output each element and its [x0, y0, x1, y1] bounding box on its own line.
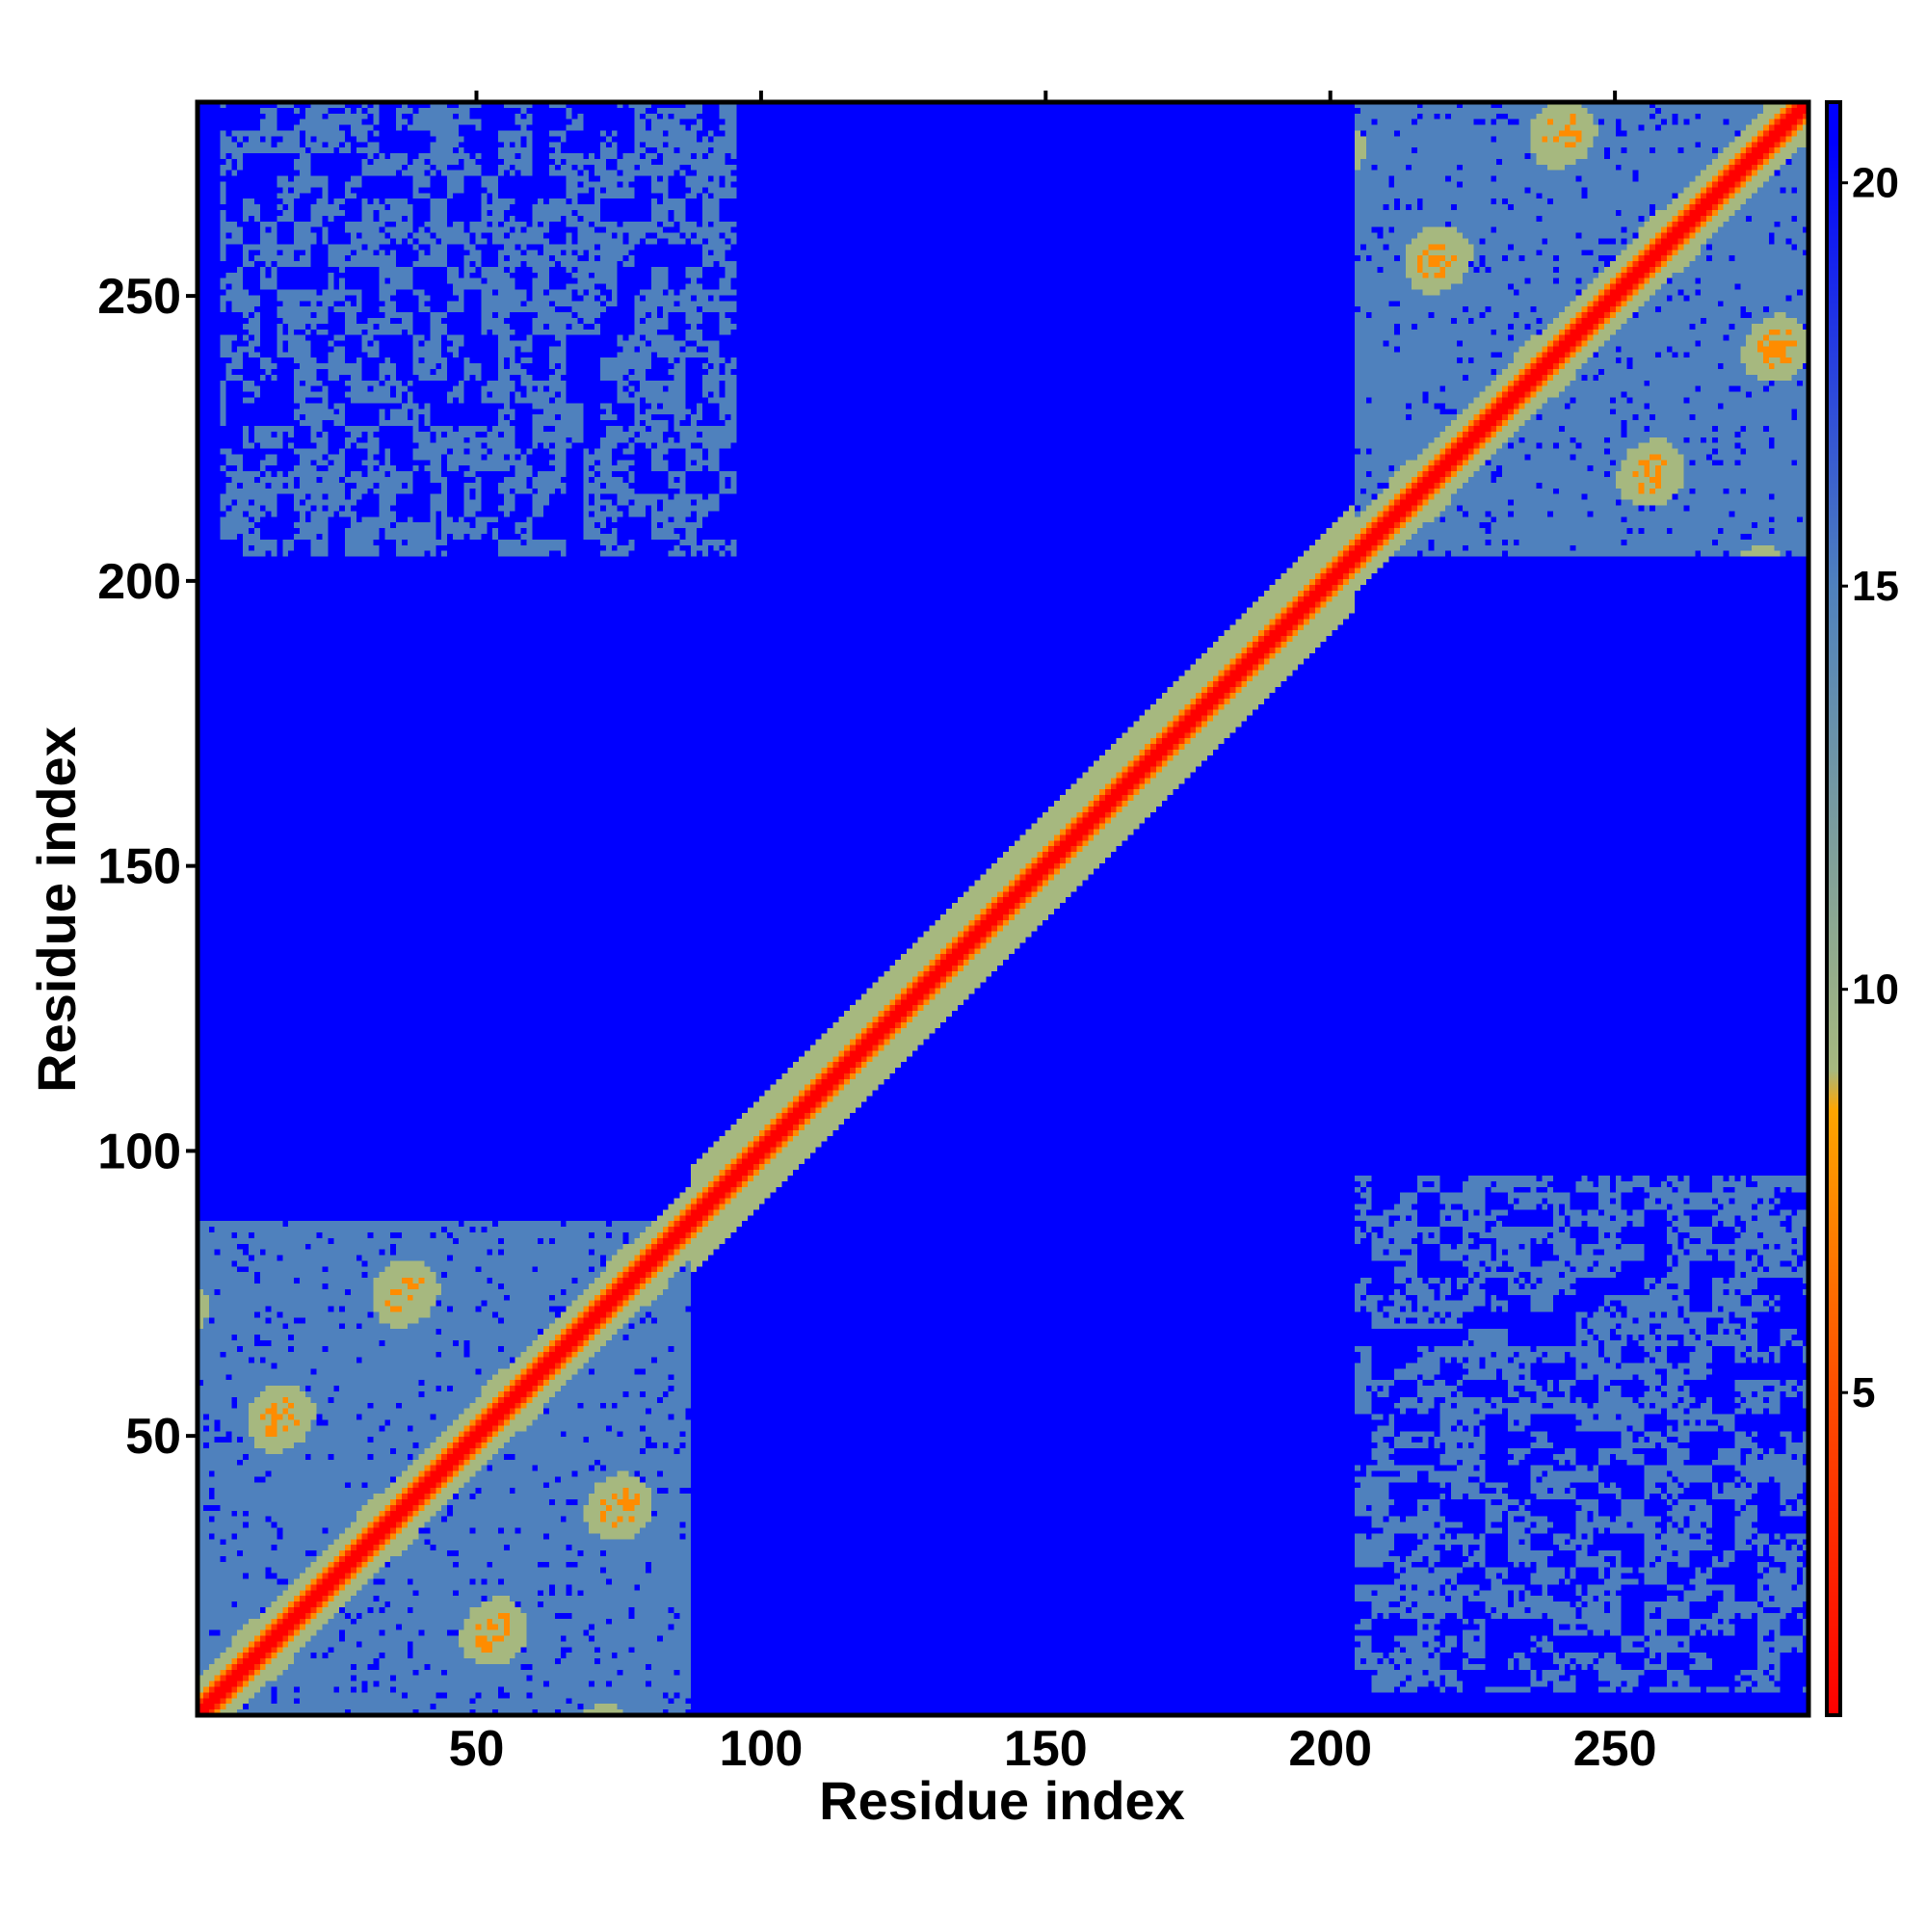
x-axis-label: Residue index: [819, 1770, 1185, 1831]
y-tick-label: 100: [97, 1124, 181, 1179]
colorbar-tick-label: 5: [1852, 1369, 1875, 1416]
x-tick-label: 150: [1004, 1721, 1088, 1777]
x-tick-label: 200: [1288, 1721, 1372, 1777]
y-axis-label: Residue index: [26, 727, 87, 1093]
y-axis: 50 100 150 200 250: [97, 269, 198, 1465]
colorbar-tick-label: 15: [1852, 563, 1899, 610]
x-tick-label: 50: [449, 1721, 505, 1777]
x-tick-label: 100: [720, 1721, 804, 1777]
y-tick-label: 50: [125, 1409, 181, 1465]
y-tick-label: 200: [97, 554, 181, 610]
heatmap-cells: [198, 102, 1808, 1715]
x-axis: 50 100 150 200 250: [449, 91, 1657, 1777]
frame-layer: [195, 99, 1811, 1718]
colorbar-gradient: [1827, 102, 1840, 1715]
heatmap-layer: [198, 102, 1808, 1715]
colorbar-tick-label: 10: [1852, 966, 1899, 1014]
colorbar: 5 10 15 20: [1825, 100, 1899, 1717]
y-tick-label: 150: [97, 839, 181, 895]
y-tick-label: 250: [97, 269, 181, 325]
plot-frame: [195, 99, 1811, 1718]
x-tick-label: 250: [1573, 1721, 1657, 1777]
colorbar-frame: [1825, 100, 1842, 1717]
colorbar-tick-label: 20: [1852, 160, 1899, 207]
